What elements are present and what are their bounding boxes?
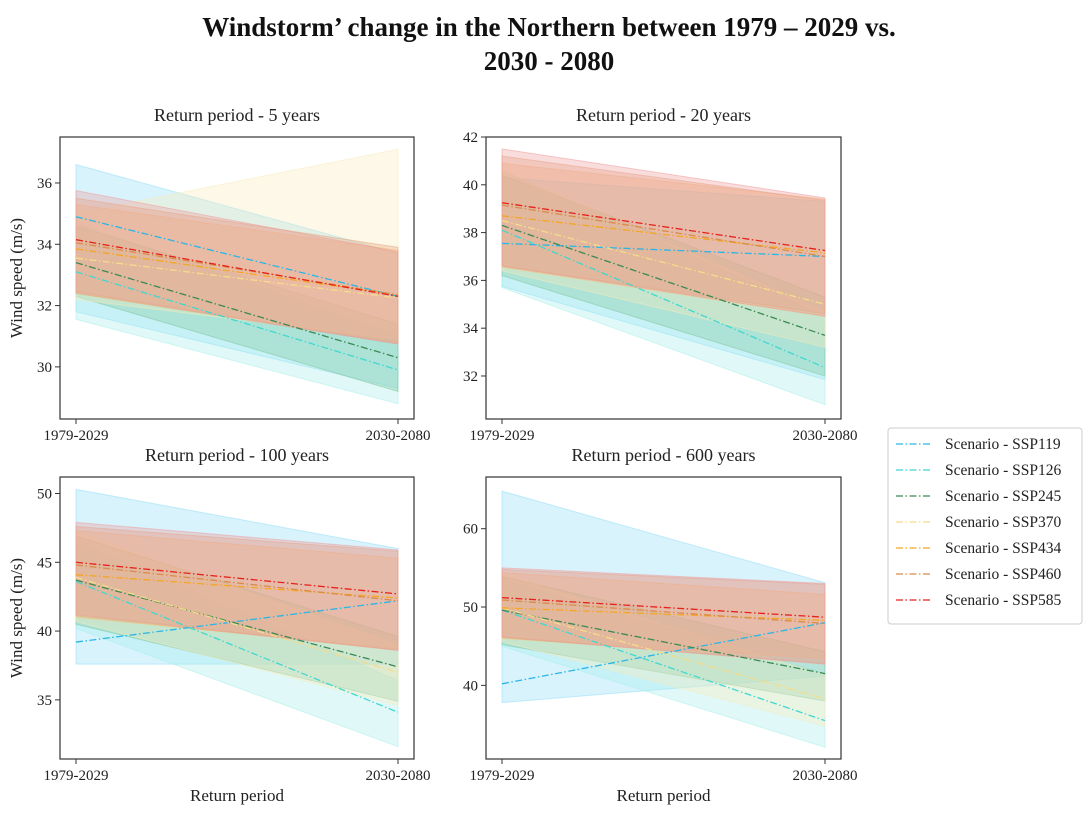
y-tick-label: 40 <box>463 178 478 194</box>
x-tick-label: 1979-2029 <box>44 768 109 784</box>
legend-frame <box>887 427 1083 625</box>
series-line-scenario-ssp126 <box>75 580 399 713</box>
series-line-scenario-ssp245 <box>501 224 826 336</box>
legend-label: Scenario - SSP585 <box>945 592 1062 609</box>
x-tick-label: 2030-2080 <box>793 428 858 444</box>
legend: Scenario - SSP119 Scenario - SSP126 Scenar… <box>887 427 1083 625</box>
panel-title: Return period - 600 years <box>572 445 756 465</box>
confidence-band-scenario-ssp585 <box>75 521 399 651</box>
series-line-scenario-ssp585 <box>501 202 826 252</box>
series-line-scenario-ssp126 <box>501 229 826 369</box>
x-tick-label: 2030-2080 <box>366 768 431 784</box>
axes-frame <box>59 476 415 760</box>
legend-label: Scenario - SSP370 <box>945 514 1062 531</box>
x-tick-label: 1979-2029 <box>470 428 535 444</box>
legend-item-scenario-ssp126[interactable]: Scenario - SSP126 <box>896 462 1062 479</box>
y-tick-label: 50 <box>37 487 52 503</box>
x-tick-label: 2030-2080 <box>366 428 431 444</box>
x-axis-label: Return period <box>190 786 284 805</box>
y-tick-label: 42 <box>463 130 478 146</box>
series-line-scenario-ssp119 <box>75 216 399 298</box>
series-line-scenario-ssp370 <box>75 257 399 299</box>
series-line-scenario-ssp370 <box>75 576 399 673</box>
y-tick-label: 40 <box>37 624 52 640</box>
y-tick-label: 32 <box>37 299 52 315</box>
plot-area <box>75 488 399 748</box>
x-tick-label: 1979-2029 <box>44 428 109 444</box>
y-tick-label: 34 <box>463 321 479 337</box>
y-tick-label: 50 <box>463 600 478 616</box>
legend-label: Scenario - SSP460 <box>945 566 1062 583</box>
legend-label: Scenario - SSP245 <box>945 488 1062 505</box>
axes-frame <box>59 136 415 420</box>
series-line-scenario-ssp460 <box>501 204 826 258</box>
series-line-scenario-ssp585 <box>75 239 399 298</box>
legend-label: Scenario - SSP434 <box>945 540 1062 557</box>
legend-item-scenario-ssp460[interactable]: Scenario - SSP460 <box>896 566 1062 583</box>
axes-frame <box>485 136 842 420</box>
y-tick-label: 34 <box>37 237 53 253</box>
series-line-scenario-ssp460 <box>75 242 399 296</box>
legend-item-scenario-ssp370[interactable]: Scenario - SSP370 <box>896 514 1062 531</box>
series-line-scenario-ssp370 <box>501 220 826 305</box>
y-tick-label: 35 <box>37 693 52 709</box>
y-tick-label: 38 <box>463 226 478 242</box>
plot-area <box>75 148 399 405</box>
y-axis-label: Wind speed (m/s) <box>7 218 26 338</box>
x-tick-label: 2030-2080 <box>793 768 858 784</box>
y-axis-label: Wind speed (m/s) <box>7 558 26 678</box>
x-tick-label: 1979-2029 <box>470 768 535 784</box>
x-axis-label: Return period <box>617 786 711 805</box>
panel-return-period-600-years: 40 50 60 1979-2029 2030-2080 Return period - … <box>463 445 858 805</box>
panel-return-period-100-years: 35 40 45 50 1979-2029 2030-2080 Return period … <box>7 445 431 805</box>
legend-item-scenario-ssp434[interactable]: Scenario - SSP434 <box>896 540 1062 557</box>
figure-title-line2: 2030 - 2080 <box>483 46 615 76</box>
confidence-band-scenario-ssp585 <box>501 567 826 665</box>
legend-label: Scenario - SSP119 <box>945 436 1061 453</box>
confidence-band-scenario-ssp585 <box>501 148 826 317</box>
panel-return-period-5-years: 30 32 34 36 1979-2029 2030-2080 Return period … <box>7 105 431 444</box>
legend-label: Scenario - SSP126 <box>945 462 1062 479</box>
y-tick-label: 60 <box>463 522 478 538</box>
series-line-scenario-ssp245 <box>75 579 399 668</box>
plot-area <box>501 490 826 748</box>
plot-area <box>501 148 826 406</box>
y-tick-label: 30 <box>37 360 52 376</box>
figure-title: Windstorm’ change in the Northern betwee… <box>0 10 1090 78</box>
figure-title-line1: Windstorm’ change in the Northern betwee… <box>202 12 896 42</box>
axes-frame <box>485 476 842 760</box>
series-line-scenario-ssp245 <box>501 609 826 675</box>
y-tick-label: 32 <box>463 369 478 385</box>
series-line-scenario-ssp434 <box>501 215 826 254</box>
y-tick-label: 36 <box>37 176 53 192</box>
legend-item-scenario-ssp585[interactable]: Scenario - SSP585 <box>896 592 1062 609</box>
series-line-scenario-ssp370 <box>501 607 826 700</box>
series-line-scenario-ssp245 <box>75 262 399 359</box>
legend-item-scenario-ssp245[interactable]: Scenario - SSP245 <box>896 488 1062 505</box>
series-line-scenario-ssp119 <box>75 600 399 643</box>
panel-title: Return period - 100 years <box>145 445 329 465</box>
y-tick-label: 36 <box>463 273 479 289</box>
panel-title: Return period - 5 years <box>154 105 320 125</box>
legend-item-scenario-ssp119[interactable]: Scenario - SSP119 <box>896 436 1061 453</box>
panel-title: Return period - 20 years <box>576 105 751 125</box>
y-tick-label: 40 <box>463 678 478 694</box>
series-line-scenario-ssp126 <box>501 609 826 722</box>
y-tick-label: 45 <box>37 555 52 571</box>
panel-return-period-20-years: 32 34 36 38 40 42 1979-2029 2030-2080 Return per… <box>463 105 858 444</box>
series-line-scenario-ssp126 <box>75 271 399 371</box>
